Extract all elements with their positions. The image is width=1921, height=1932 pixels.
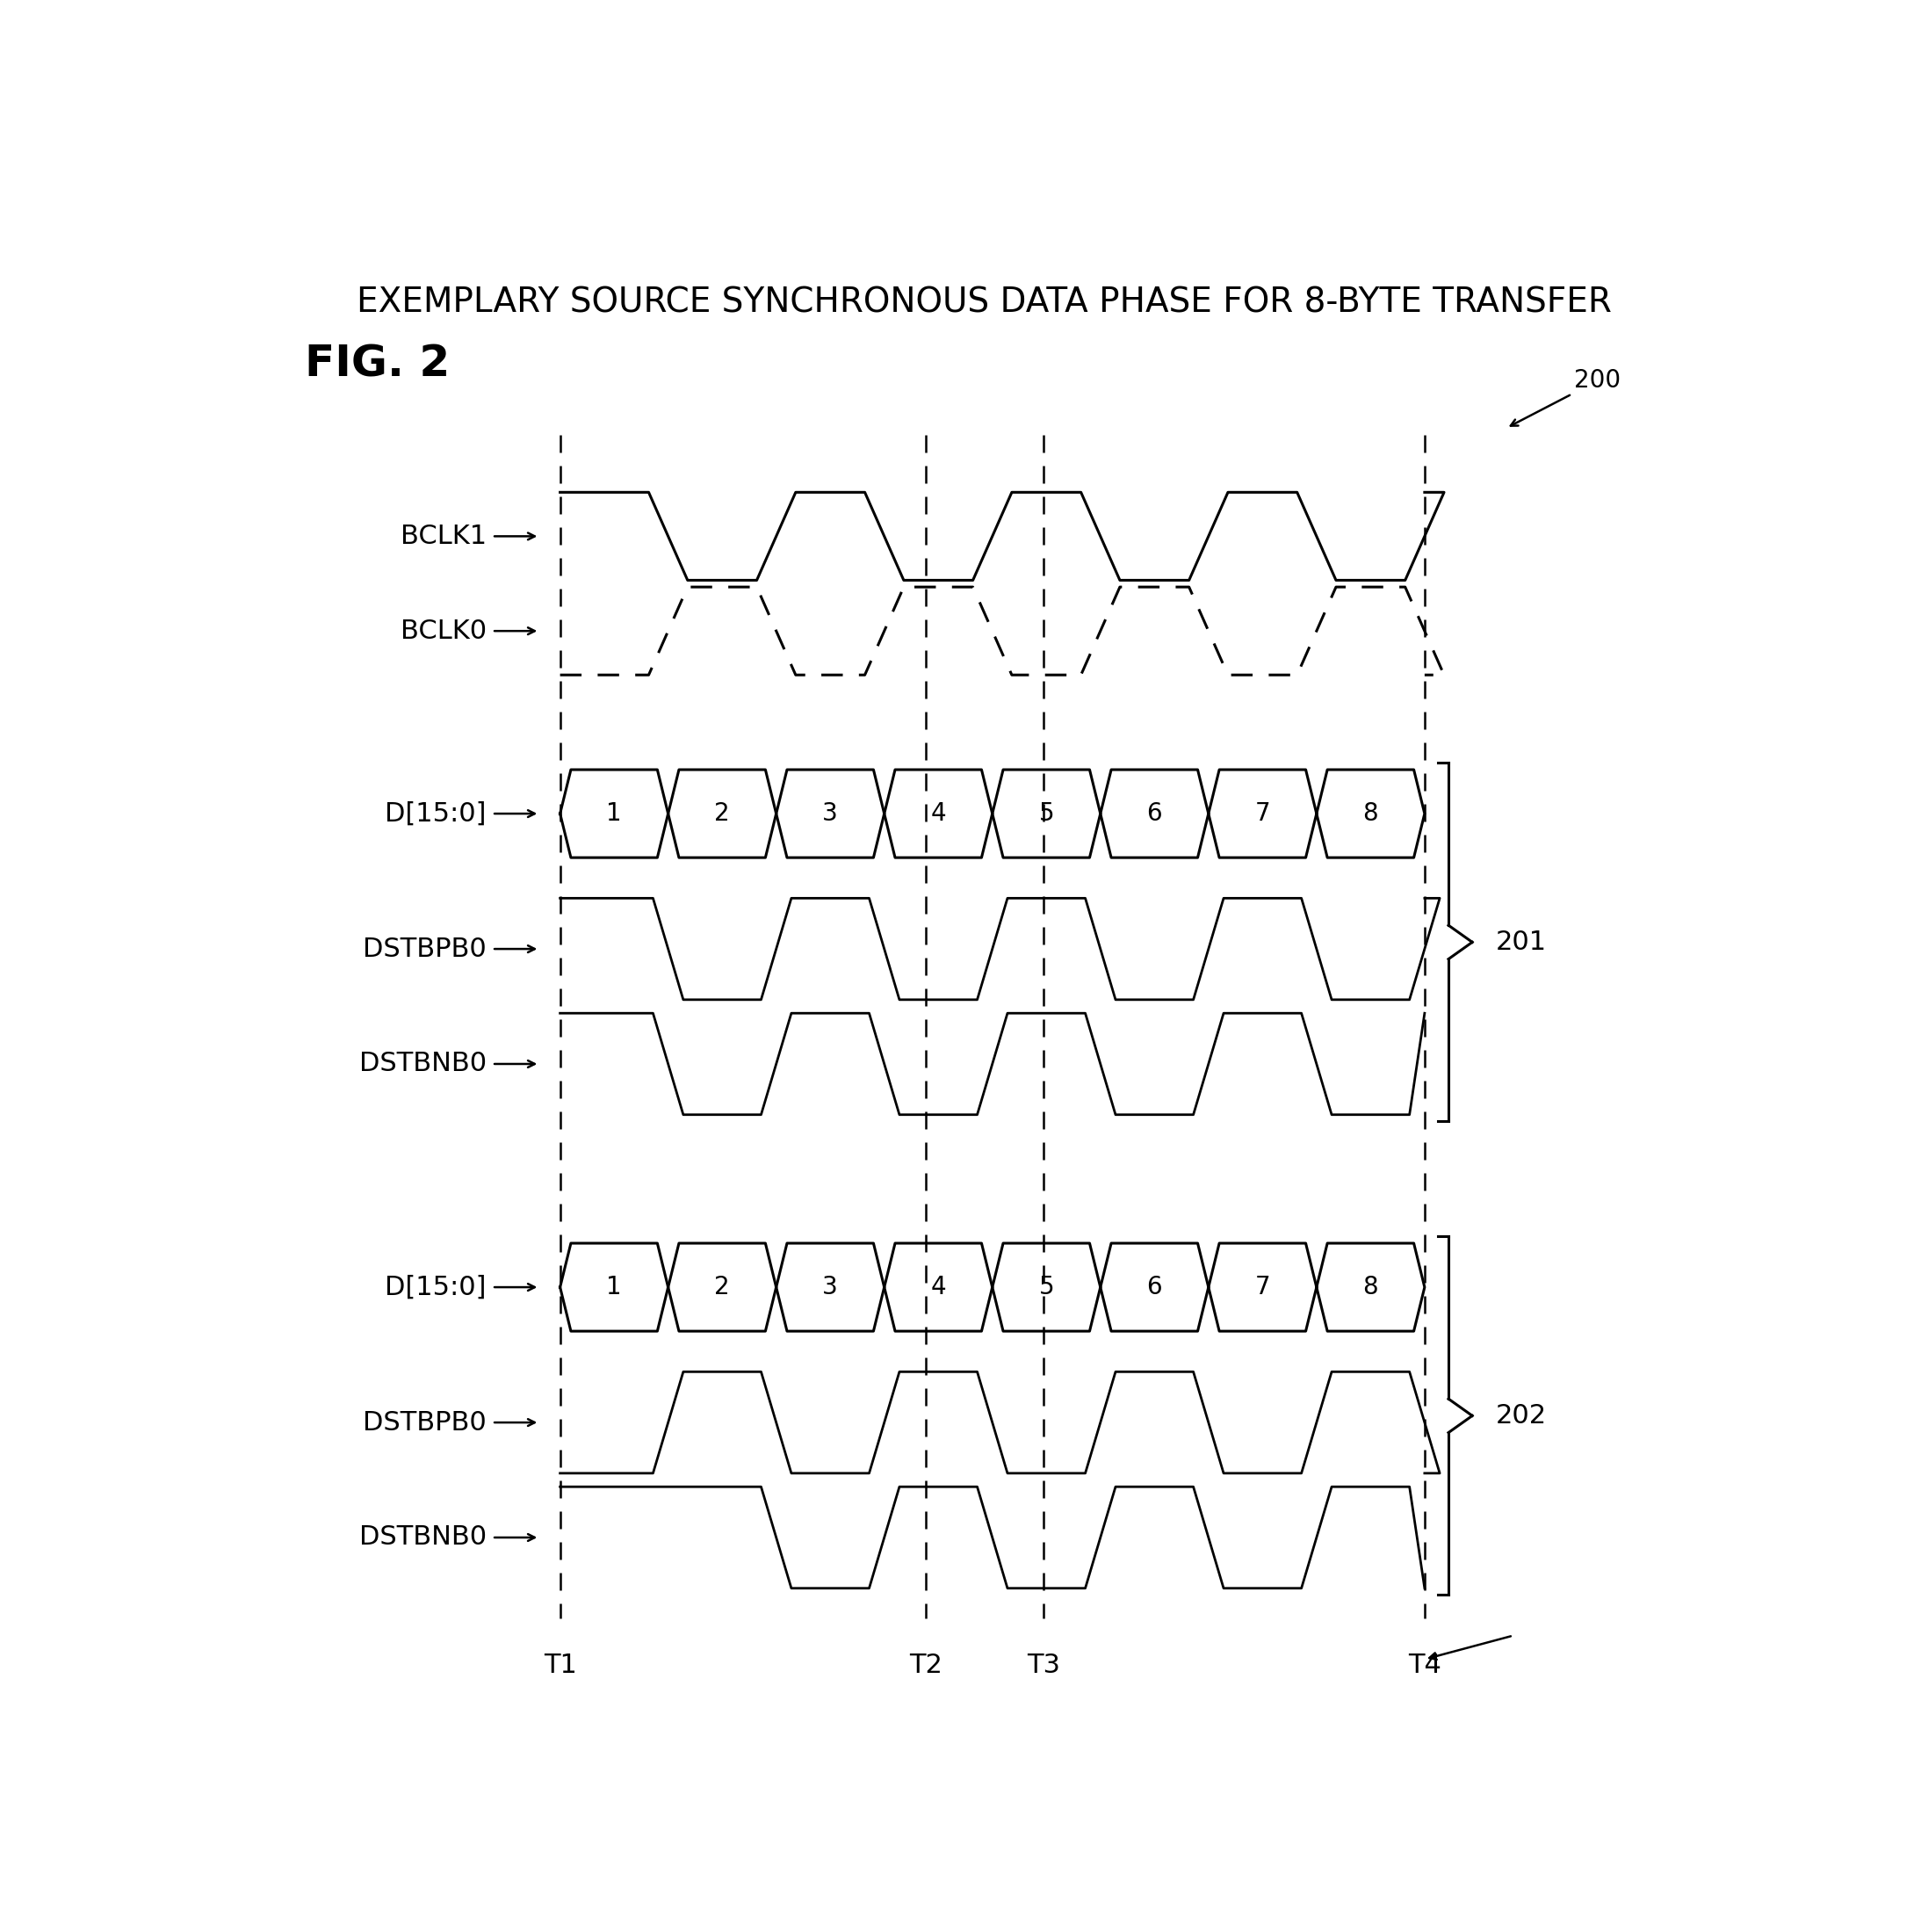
Text: 3: 3	[822, 802, 838, 827]
Text: 7: 7	[1254, 1275, 1270, 1300]
Text: 1: 1	[607, 802, 622, 827]
Text: D[15:0]: D[15:0]	[384, 1275, 486, 1300]
Text: 5: 5	[1039, 802, 1055, 827]
Text: 6: 6	[1147, 802, 1162, 827]
Text: 6: 6	[1147, 1275, 1162, 1300]
Text: BCLK0: BCLK0	[400, 618, 486, 643]
Text: 4: 4	[930, 1275, 945, 1300]
Text: 200: 200	[1510, 369, 1621, 425]
Text: T3: T3	[1026, 1652, 1060, 1679]
Text: 1: 1	[607, 1275, 622, 1300]
Text: D[15:0]: D[15:0]	[384, 802, 486, 827]
Text: EXEMPLARY SOURCE SYNCHRONOUS DATA PHASE FOR 8-BYTE TRANSFER: EXEMPLARY SOURCE SYNCHRONOUS DATA PHASE …	[357, 286, 1612, 319]
Text: 8: 8	[1362, 802, 1377, 827]
Text: 5: 5	[1039, 1275, 1055, 1300]
Text: FIG. 2: FIG. 2	[305, 342, 450, 384]
Text: T1: T1	[544, 1652, 576, 1679]
Text: T4: T4	[1408, 1652, 1441, 1679]
Text: 3: 3	[822, 1275, 838, 1300]
Text: T2: T2	[909, 1652, 943, 1679]
Text: 201: 201	[1496, 929, 1546, 954]
Text: 202: 202	[1496, 1403, 1546, 1428]
Text: BCLK1: BCLK1	[400, 524, 486, 549]
Text: 8: 8	[1362, 1275, 1377, 1300]
Text: DSTBNB0: DSTBNB0	[359, 1524, 486, 1549]
Text: 7: 7	[1254, 802, 1270, 827]
Text: DSTBPB0: DSTBPB0	[363, 937, 486, 962]
Text: 4: 4	[930, 802, 945, 827]
Text: DSTBNB0: DSTBNB0	[359, 1051, 486, 1076]
Text: DSTBPB0: DSTBPB0	[363, 1410, 486, 1435]
Text: 2: 2	[715, 802, 730, 827]
Text: 2: 2	[715, 1275, 730, 1300]
